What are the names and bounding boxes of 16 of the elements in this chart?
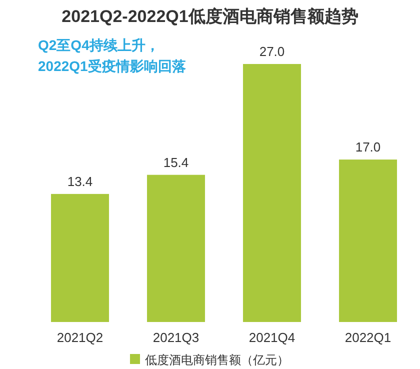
- data-label: 17.0: [355, 140, 381, 155]
- text: Q2至Q4持续上升，: [38, 37, 160, 53]
- bar: [51, 194, 109, 322]
- bar: [243, 64, 301, 322]
- data-label: 13.4: [67, 174, 93, 189]
- x-tick-label: 2022Q1: [344, 330, 392, 345]
- data-label: 15.4: [163, 154, 189, 170]
- x-tick-label: 2021Q3: [152, 330, 200, 345]
- bar: [147, 174, 205, 322]
- annotation: 2022Q1受疫情影响回落: [38, 58, 187, 74]
- x-tick-label: 2021Q2: [56, 330, 104, 345]
- data-label: 27.0: [259, 44, 285, 59]
- x-tick-label: 2021Q4: [248, 330, 296, 345]
- chart-title: 2021Q2-2022Q1低度酒电商销售额趋势: [62, 7, 358, 26]
- bar: [339, 160, 397, 322]
- legend-label: 低度酒电商销售额（亿元）: [145, 353, 289, 367]
